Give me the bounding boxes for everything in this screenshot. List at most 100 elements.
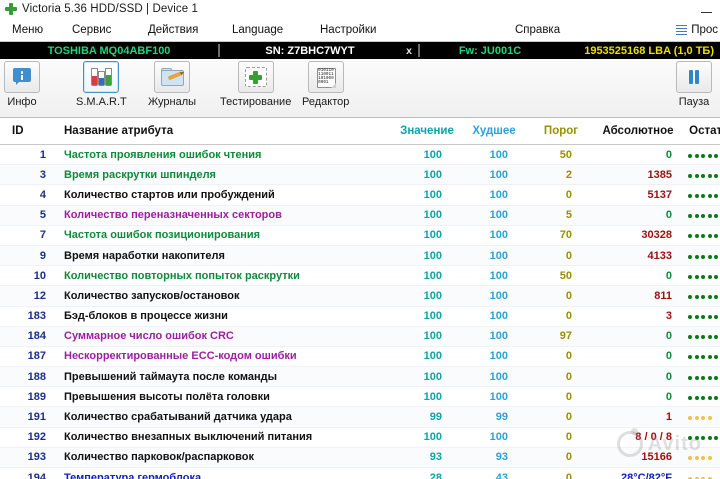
table-row[interactable]: 10 Количество повторных попыток раскрутки…	[0, 265, 720, 287]
toolbar-button-info[interactable]: Инфо	[4, 61, 40, 108]
cell-worst: 100	[460, 164, 528, 186]
cell-value: 93	[394, 447, 460, 469]
cell-remaining	[682, 427, 720, 448]
table-row[interactable]: 7 Частота ошибок позиционирования 100 100 70…	[0, 225, 720, 246]
menu-item-actions[interactable]: Действия	[148, 23, 199, 36]
remaining-life-dots	[688, 315, 719, 320]
device-firmware: Fw: JU001C	[458, 44, 522, 57]
cell-worst: 99	[460, 406, 528, 428]
column-header-absolute[interactable]: Абсолютное	[594, 118, 682, 145]
remaining-life-dots	[688, 355, 719, 360]
test-tubes-icon	[90, 67, 113, 87]
table-row[interactable]: 3 Время раскрутки шпинделя 100 100 2 1385	[0, 164, 720, 186]
toolbar-button-pause[interactable]: Пауза	[676, 61, 712, 108]
cell-name: Превышения высоты полёта головки	[54, 386, 394, 408]
table-row[interactable]: 192 Количество внезапных выключений питан…	[0, 427, 720, 448]
cell-threshold: 0	[528, 245, 594, 267]
remaining-life-dots	[688, 234, 719, 239]
cell-threshold: 50	[528, 144, 594, 166]
cell-worst: 100	[460, 144, 528, 166]
table-row[interactable]: 5 Количество переназначенных секторов 100 1…	[0, 205, 720, 226]
remaining-life-dots	[688, 153, 719, 158]
table-row[interactable]: 193 Количество парковок/распарковок 93 93 0 1…	[0, 447, 720, 469]
toolbar-button-pause-label: Пауза	[678, 96, 710, 108]
cell-remaining	[682, 265, 720, 287]
cell-value: 100	[394, 245, 460, 267]
green-cross-icon	[4, 2, 18, 16]
table-row[interactable]: 191 Количество срабатываний датчика удара…	[0, 406, 720, 428]
cell-threshold: 50	[528, 265, 594, 287]
column-header-name[interactable]: Название атрибута	[54, 118, 394, 145]
remaining-life-dots	[688, 476, 712, 479]
menu-view-mode[interactable]: Прос	[676, 24, 718, 36]
menu-item-help[interactable]: Справка	[515, 23, 561, 36]
cell-name: Время раскрутки шпинделя	[54, 164, 394, 186]
table-row[interactable]: 194 Температура гермоблока 28 43 0 28°C/82°F	[0, 467, 720, 479]
device-close-button[interactable]: x	[406, 44, 412, 57]
table-row[interactable]: 187 Нескорректированные ECC-кодом ошибки 1…	[0, 346, 720, 368]
toolbar-button-testing[interactable]: Тестирование	[220, 61, 291, 108]
cell-id: 10	[0, 265, 54, 287]
remaining-life-dots	[688, 335, 719, 340]
cell-worst: 100	[460, 245, 528, 267]
cell-value: 99	[394, 406, 460, 428]
menu-item-menu[interactable]: Меню	[12, 23, 44, 36]
folder-pencil-icon	[161, 68, 185, 86]
cell-id: 192	[0, 427, 54, 448]
cell-name: Время наработки накопителя	[54, 245, 394, 267]
toolbar-button-editor[interactable]: 010110 110011 101000 0001 Редактор	[302, 61, 349, 108]
cell-absolute: 30328	[594, 225, 682, 246]
menu-item-language[interactable]: Language	[232, 23, 284, 36]
cell-absolute: 3	[594, 306, 682, 327]
remaining-life-dots	[688, 456, 712, 461]
cell-threshold: 0	[528, 467, 594, 479]
device-serial: SN: Z7BHC7WYT	[265, 44, 355, 57]
table-row[interactable]: 188 Превышений таймаута после команды 100 1…	[0, 366, 720, 388]
cell-value: 100	[394, 346, 460, 368]
cell-worst: 100	[460, 306, 528, 327]
toolbar-button-smart[interactable]: S.M.A.R.T	[76, 61, 127, 108]
cell-absolute: 5137	[594, 184, 682, 206]
cell-value: 100	[394, 144, 460, 166]
menu-item-service[interactable]: Сервис	[72, 23, 112, 36]
table-row[interactable]: 189 Превышения высоты полёта головки 100 10…	[0, 386, 720, 408]
table-row[interactable]: 184 Суммарное число ошибок CRC 100 100 97 0	[0, 326, 720, 347]
cell-worst: 100	[460, 285, 528, 307]
table-row[interactable]: 183 Бэд-блоков в процессе жизни 100 100 0 3	[0, 306, 720, 327]
menu-view-mode-label: Прос	[691, 23, 718, 36]
cell-threshold: 0	[528, 386, 594, 408]
cell-name: Превышений таймаута после команды	[54, 366, 394, 388]
toolbar-button-logs[interactable]: Журналы	[148, 61, 196, 108]
column-header-threshold[interactable]: Порог	[528, 118, 594, 145]
menu-item-settings[interactable]: Настройки	[320, 23, 377, 36]
table-row[interactable]: 9 Время наработки накопителя 100 100 0 4133	[0, 245, 720, 267]
cell-threshold: 0	[528, 346, 594, 368]
cell-name: Частота ошибок позиционирования	[54, 225, 394, 246]
pause-icon	[687, 70, 701, 84]
remaining-life-dots	[688, 416, 712, 421]
cell-id: 7	[0, 225, 54, 246]
toolbar-button-logs-label: Журналы	[148, 96, 197, 108]
cell-id: 183	[0, 306, 54, 327]
cell-threshold: 0	[528, 306, 594, 327]
smart-attributes-table-wrapper[interactable]: ID Название атрибута Значение Худшее Пор…	[0, 118, 720, 479]
table-row[interactable]: 1 Частота проявления ошибок чтения 100 100 5…	[0, 144, 720, 166]
cell-threshold: 0	[528, 447, 594, 469]
column-header-id[interactable]: ID	[0, 118, 54, 145]
cell-remaining	[682, 467, 720, 479]
cell-value: 100	[394, 386, 460, 408]
column-header-value[interactable]: Значение	[394, 118, 460, 145]
cell-value: 28	[394, 467, 460, 479]
cell-name: Суммарное число ошибок CRC	[54, 326, 394, 347]
minimize-button[interactable]	[701, 6, 712, 14]
cell-name: Количество переназначенных секторов	[54, 205, 394, 226]
cell-worst: 100	[460, 225, 528, 246]
cell-remaining	[682, 366, 720, 388]
cell-absolute: 15166	[594, 447, 682, 469]
remaining-life-dots	[688, 294, 719, 299]
table-header: ID Название атрибута Значение Худшее Пор…	[0, 118, 720, 145]
table-row[interactable]: 4 Количество стартов или пробуждений 100 10…	[0, 184, 720, 206]
column-header-remaining[interactable]: Остаток	[682, 118, 720, 145]
table-row[interactable]: 12 Количество запусков/остановок 100 100 0 81…	[0, 285, 720, 307]
column-header-worst[interactable]: Худшее	[460, 118, 528, 145]
